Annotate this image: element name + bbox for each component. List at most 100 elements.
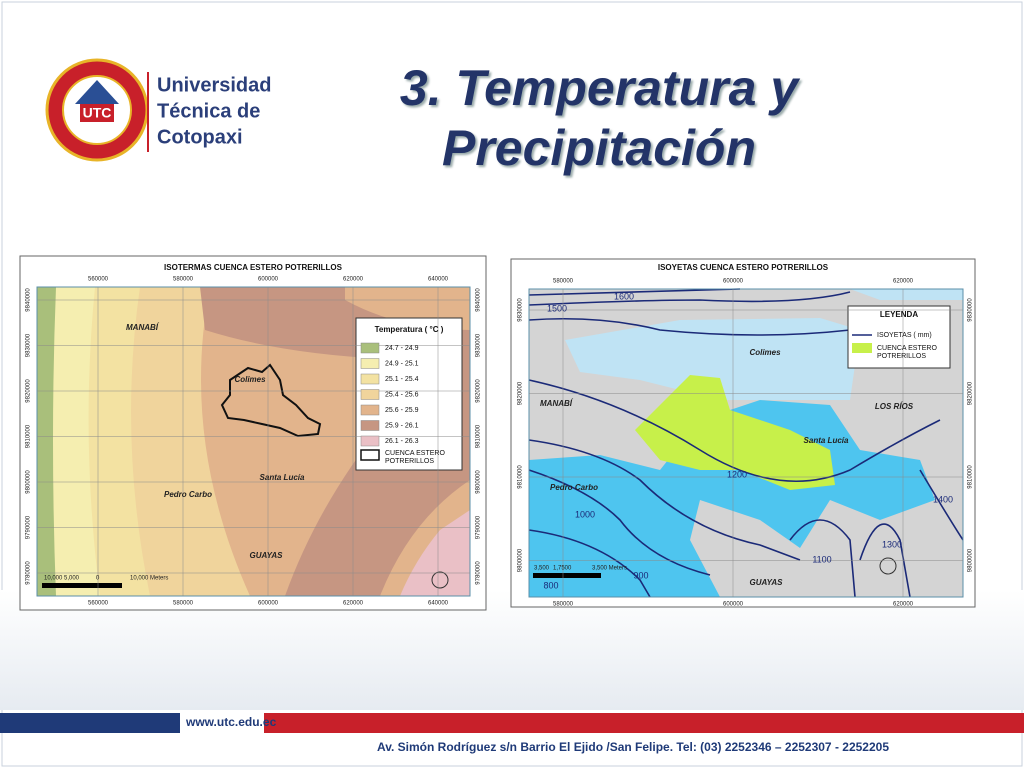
x-coordinate: 620000 <box>343 277 364 283</box>
address: Av. Simón Rodríguez s/n Barrio El Ejido … <box>377 740 889 754</box>
contour-label: 1300 <box>882 539 902 549</box>
map-title: ISOTERMAS CUENCA ESTERO POTRERILLOS <box>164 263 343 272</box>
legend-label: 25.6 - 25.9 <box>385 407 419 414</box>
legend-swatch <box>360 404 380 416</box>
map-border <box>36 286 471 597</box>
legend-label: 25.9 - 26.1 <box>385 422 419 429</box>
contour-label: 1000 <box>575 509 595 519</box>
place-label: Pedro Carbo <box>164 490 212 499</box>
y-coordinate: 9800000 <box>26 470 32 494</box>
place-label: Santa Lucía <box>804 436 849 445</box>
legend-label: 24.9 - 25.1 <box>385 360 419 367</box>
scale-label: 0 <box>568 566 572 572</box>
watershed-boundary <box>220 363 322 438</box>
legend-swatch <box>360 449 380 461</box>
y-coordinate: 9830000 <box>518 298 524 322</box>
y-coordinate: 9790000 <box>476 515 482 539</box>
scale-label: 5,000 <box>64 576 80 582</box>
legend-label: 25.4 - 25.6 <box>385 391 419 398</box>
x-coordinate: 600000 <box>723 602 744 608</box>
legend-label: 24.7 - 24.9 <box>385 345 419 352</box>
legend-label: CUENCA ESTERO <box>385 450 445 457</box>
y-coordinate: 9840000 <box>26 288 32 312</box>
x-coordinate: 600000 <box>723 279 744 285</box>
y-coordinate: 9790000 <box>26 515 32 539</box>
university-name: Técnica de <box>157 100 260 122</box>
y-coordinate: 9800000 <box>968 548 974 572</box>
place-label: GUAYAS <box>249 551 283 560</box>
x-coordinate: 640000 <box>428 277 449 283</box>
y-coordinate: 9810000 <box>26 424 32 448</box>
y-coordinate: 9830000 <box>26 333 32 357</box>
place-label: MANABÍ <box>126 323 160 332</box>
y-coordinate: 9800000 <box>518 548 524 572</box>
x-coordinate: 580000 <box>173 601 194 607</box>
scale-bar <box>42 583 122 588</box>
x-coordinate: 600000 <box>258 277 279 283</box>
slide-title: 3. Temperatura y <box>400 60 801 116</box>
slide-title: Precipitación <box>442 120 756 176</box>
y-coordinate: 9780000 <box>476 561 482 585</box>
scale-label: 10,000 <box>44 576 63 582</box>
x-coordinate: 580000 <box>553 602 574 608</box>
x-coordinate: 580000 <box>553 279 574 285</box>
y-coordinate: 9810000 <box>968 465 974 489</box>
legend-label: 26.1 - 26.3 <box>385 438 419 445</box>
contour-label: 900 <box>633 570 648 580</box>
university-name: Cotopaxi <box>157 126 243 148</box>
scale-label: 10,000 Meters <box>130 576 168 582</box>
x-coordinate: 620000 <box>893 602 914 608</box>
contour-label: 1600 <box>614 291 634 301</box>
x-coordinate: 620000 <box>893 279 914 285</box>
contour-label: 1400 <box>933 494 953 504</box>
north-arrow <box>431 571 449 589</box>
scale-bar <box>533 573 601 578</box>
legend-swatch <box>360 358 380 369</box>
scale-label: 3,500 <box>534 566 550 572</box>
place-label: LOS RÍOS <box>875 402 914 411</box>
x-coordinate: 580000 <box>173 277 194 283</box>
x-coordinate: 600000 <box>258 601 279 607</box>
y-coordinate: 9830000 <box>968 298 974 322</box>
place-label: GUAYAS <box>749 578 783 587</box>
legend-label: ISOYETAS ( mm) <box>877 332 932 339</box>
place-label: Pedro Carbo <box>550 483 598 492</box>
legend-swatch <box>360 389 380 400</box>
y-coordinate: 9820000 <box>476 379 482 403</box>
y-coordinate: 9810000 <box>476 424 482 448</box>
map-title: ISOYETAS CUENCA ESTERO POTRERILLOS <box>658 263 829 272</box>
legend-title: LEYENDA <box>880 310 918 319</box>
university-name: Universidad <box>157 74 271 96</box>
x-coordinate: 560000 <box>88 601 109 607</box>
website: www.utc.edu.ec <box>185 715 277 729</box>
legend-label: POTRERILLOS <box>385 458 434 465</box>
footer-bar <box>264 713 1024 733</box>
legend-label: POTRERILLOS <box>877 353 926 360</box>
y-coordinate: 9800000 <box>476 470 482 494</box>
y-coordinate: 9780000 <box>26 561 32 585</box>
map-border <box>528 288 964 598</box>
contour-label: 1500 <box>547 303 567 313</box>
y-coordinate: 9810000 <box>518 465 524 489</box>
scale-label: 0 <box>96 576 100 582</box>
place-label: Colimes <box>234 375 266 384</box>
temperature-zones <box>37 287 470 596</box>
contour-label: 1200 <box>727 469 747 479</box>
legend-swatch <box>360 420 380 431</box>
contour-label: 1100 <box>812 554 831 564</box>
y-coordinate: 9840000 <box>476 288 482 312</box>
legend-swatch <box>852 343 872 353</box>
y-coordinate: 9820000 <box>26 379 32 403</box>
scale-label: 1,750 <box>553 566 569 572</box>
contour-label: 800 <box>543 580 558 590</box>
legend-swatch <box>360 342 380 354</box>
legend-label: 25.1 - 25.4 <box>385 376 419 383</box>
place-label: Santa Lucía <box>260 473 305 482</box>
y-coordinate: 9820000 <box>518 381 524 405</box>
legend-swatch <box>360 435 380 447</box>
logo <box>45 58 149 162</box>
legend-label: CUENCA ESTERO <box>877 345 937 352</box>
legend-box <box>847 305 951 369</box>
